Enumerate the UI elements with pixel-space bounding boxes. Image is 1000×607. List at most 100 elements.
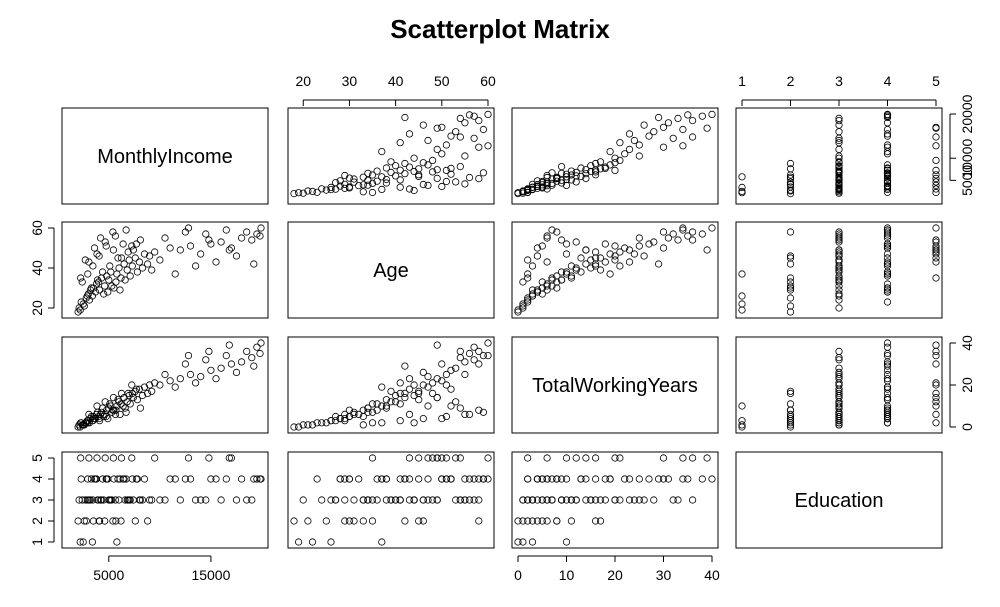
data-point <box>410 381 418 389</box>
data-point <box>146 381 154 389</box>
data-point <box>786 274 795 282</box>
tick-label: 10000 <box>959 139 975 178</box>
data-point <box>591 260 600 268</box>
data-point <box>572 178 580 186</box>
data-point <box>835 183 843 191</box>
data-point <box>587 256 595 264</box>
panel-Education-MonthlyIncome <box>61 451 269 549</box>
data-point <box>151 379 159 387</box>
data-point <box>698 112 706 120</box>
data-point <box>557 236 566 244</box>
data-point <box>577 254 585 262</box>
data-point <box>313 188 321 196</box>
data-point <box>250 260 258 268</box>
data-point <box>341 496 349 504</box>
data-point <box>883 240 892 248</box>
data-point <box>76 538 84 546</box>
data-point <box>484 475 492 483</box>
data-point <box>364 169 372 177</box>
data-point <box>883 130 892 138</box>
data-point <box>835 268 843 276</box>
data-point <box>543 185 551 193</box>
data-point <box>835 176 843 184</box>
data-point <box>524 294 532 302</box>
data-point <box>932 419 940 427</box>
data-point <box>131 517 139 525</box>
data-point <box>883 161 892 169</box>
data-point <box>883 260 892 268</box>
data-point <box>645 132 653 140</box>
data-point <box>96 286 104 294</box>
data-point <box>567 496 576 504</box>
data-point <box>109 246 118 254</box>
panel-border <box>61 336 269 434</box>
data-point <box>786 228 795 236</box>
data-point <box>835 154 843 162</box>
data-point <box>359 517 367 525</box>
data-point <box>659 143 668 151</box>
data-point <box>119 475 127 483</box>
data-point <box>582 496 590 504</box>
data-point <box>461 370 469 379</box>
data-point <box>299 496 307 504</box>
data-point <box>616 496 624 504</box>
data-point <box>557 268 566 276</box>
data-point <box>225 454 233 462</box>
data-point <box>117 254 126 262</box>
data-point <box>640 252 648 260</box>
data-point <box>415 172 423 180</box>
data-point <box>391 496 400 504</box>
data-point <box>630 136 639 145</box>
data-point <box>587 167 595 176</box>
data-point <box>932 341 940 349</box>
data-point <box>533 496 542 504</box>
data-point <box>835 248 843 256</box>
data-point <box>104 288 112 296</box>
data-point <box>89 417 97 425</box>
data-point <box>835 262 843 270</box>
data-point <box>442 141 450 149</box>
data-point <box>184 224 193 232</box>
data-point <box>475 360 483 368</box>
data-point <box>548 274 556 282</box>
data-point <box>359 406 367 414</box>
data-point <box>304 187 312 195</box>
data-point <box>126 400 134 408</box>
data-point <box>378 383 386 391</box>
data-point <box>146 496 154 504</box>
data-point <box>318 496 326 504</box>
tick-label: 30 <box>656 567 672 583</box>
data-point <box>140 475 149 483</box>
data-point <box>461 475 469 483</box>
data-point <box>674 496 682 504</box>
data-point <box>419 121 427 129</box>
data-point <box>350 496 358 504</box>
data-point <box>100 290 108 298</box>
data-point <box>336 177 344 185</box>
data-point <box>382 179 390 187</box>
data-point <box>373 475 381 483</box>
data-point <box>835 274 843 282</box>
data-point <box>447 366 455 374</box>
data-point <box>698 475 706 483</box>
data-point <box>112 406 120 414</box>
panel-border <box>287 221 495 319</box>
data-point <box>835 236 843 244</box>
data-point <box>197 250 205 258</box>
data-point <box>524 517 532 525</box>
data-point <box>304 517 312 525</box>
panel-TotalWorkingYears-TotalWorkingYears: TotalWorkingYears <box>511 336 719 434</box>
data-point <box>359 181 367 189</box>
data-point <box>679 125 687 134</box>
data-point <box>396 166 404 174</box>
data-point <box>470 112 478 120</box>
data-point <box>616 156 624 164</box>
data-point <box>528 517 537 525</box>
data-point <box>932 347 940 355</box>
data-point <box>428 389 437 397</box>
data-point <box>387 168 395 176</box>
data-point <box>835 296 843 304</box>
data-point <box>484 142 492 150</box>
data-point <box>433 145 441 153</box>
data-point <box>438 182 446 191</box>
